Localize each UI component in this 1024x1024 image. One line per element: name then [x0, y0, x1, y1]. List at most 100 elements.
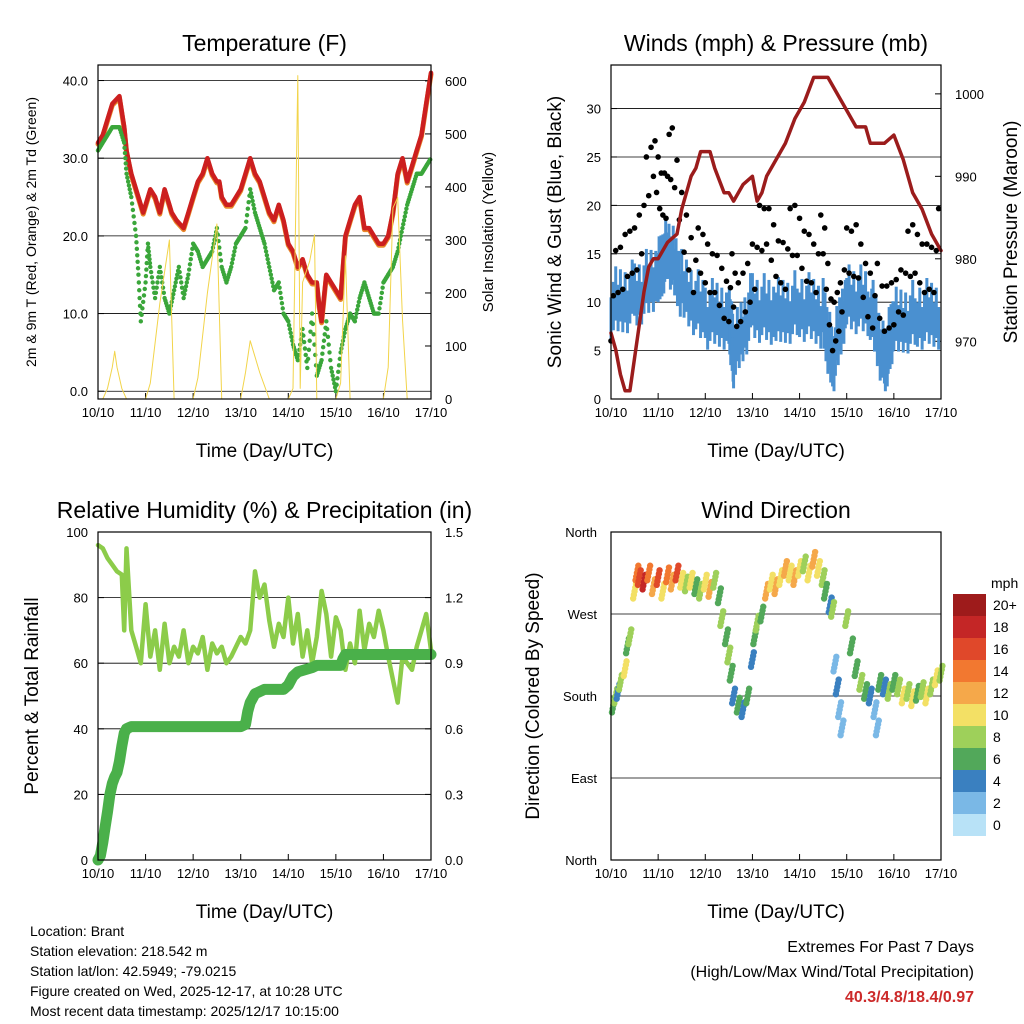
series-point [125, 175, 130, 180]
y2-tick-label: 1.5 [445, 525, 463, 540]
series-point [653, 189, 660, 196]
direction-point [729, 662, 736, 670]
series-point [289, 334, 294, 340]
y-tick-label: 25 [587, 150, 601, 165]
series-point [158, 269, 163, 275]
x-tick-label: 12/10 [689, 866, 722, 881]
series-point [761, 205, 768, 212]
series-point [130, 207, 136, 213]
series-point [287, 326, 293, 332]
series-point [137, 288, 142, 293]
series-point [169, 299, 174, 305]
series-point [831, 299, 837, 305]
series-point [707, 289, 713, 296]
y2-tick-label: 990 [955, 169, 977, 184]
series-point [229, 260, 235, 266]
series-point [742, 309, 749, 315]
series-point [268, 272, 274, 277]
series-point [171, 288, 177, 293]
series-point [232, 245, 238, 250]
series-point [693, 257, 699, 264]
series-point [141, 293, 147, 298]
direction-point [823, 580, 831, 588]
series-point [902, 270, 909, 276]
direction-point [783, 557, 791, 565]
series-point [695, 225, 702, 231]
series-point [729, 250, 735, 257]
x-tick-label: 17/10 [415, 866, 448, 881]
series-point [356, 299, 362, 305]
series-point [334, 382, 339, 387]
series-point [297, 347, 302, 353]
series-point [655, 154, 661, 160]
x-tick-label: 16/10 [367, 866, 400, 881]
series-point [159, 275, 164, 280]
series-point [794, 252, 801, 259]
direction-point [689, 569, 696, 577]
direction-point [920, 679, 927, 686]
series-point [126, 183, 132, 188]
series-point [324, 326, 330, 332]
series-point [278, 295, 284, 301]
series-point [378, 301, 383, 306]
series-point [726, 318, 732, 325]
series-point [135, 253, 140, 258]
series-point [380, 285, 385, 290]
series-point [183, 288, 188, 293]
series-point [428, 157, 433, 162]
direction-point [717, 585, 725, 592]
series-point [295, 357, 300, 363]
y2-tick-label: 200 [445, 286, 467, 301]
series-point [147, 260, 153, 266]
series-point [740, 270, 746, 276]
colorbar-label: 2 [993, 795, 1001, 811]
plot-frame [610, 531, 942, 861]
series-point [301, 339, 307, 345]
direction-point [833, 653, 840, 661]
series-point [337, 356, 343, 362]
series-point [232, 249, 237, 254]
y2-tick-label: 1000 [955, 87, 984, 102]
direction-point [811, 548, 819, 556]
series-point [667, 176, 674, 183]
series-point [145, 241, 151, 246]
series-point [176, 264, 182, 270]
series-point [898, 267, 904, 273]
series-point [136, 280, 142, 285]
series-point [869, 325, 876, 331]
colorbar-swatch [953, 594, 986, 616]
series-point [919, 241, 925, 247]
series-point [279, 301, 285, 306]
x-tick-label: 14/10 [783, 405, 816, 420]
y2-tick-label: 1.2 [445, 591, 463, 606]
series-point [754, 244, 760, 251]
series-point [770, 221, 777, 228]
chart-title: Temperature (F) [182, 30, 347, 56]
direction-point [868, 685, 875, 692]
series-point [267, 268, 273, 274]
series-point [678, 189, 685, 196]
direction-point [731, 685, 739, 692]
series-point [248, 187, 253, 192]
series-point [700, 231, 706, 238]
series-point [263, 249, 269, 254]
x-tick-label: 13/10 [736, 405, 769, 420]
series-point [716, 302, 723, 309]
extremes-subtitle: (High/Low/Max Wind/Total Precipitation) [690, 964, 974, 981]
series-point [188, 256, 193, 262]
series-point [321, 338, 327, 343]
direction-point [665, 564, 673, 571]
series-point [921, 289, 928, 296]
series-point [907, 273, 914, 280]
series-point [303, 352, 308, 358]
series-point [832, 338, 839, 344]
y-tick-label: 30.0 [63, 151, 88, 166]
direction-point [760, 603, 767, 610]
series-point [666, 131, 672, 138]
series-point [142, 286, 147, 292]
series-point [850, 273, 857, 280]
series-point [215, 232, 220, 237]
series-point [326, 342, 331, 347]
direction-point [821, 567, 828, 574]
y-tick-label: 15 [587, 247, 601, 262]
